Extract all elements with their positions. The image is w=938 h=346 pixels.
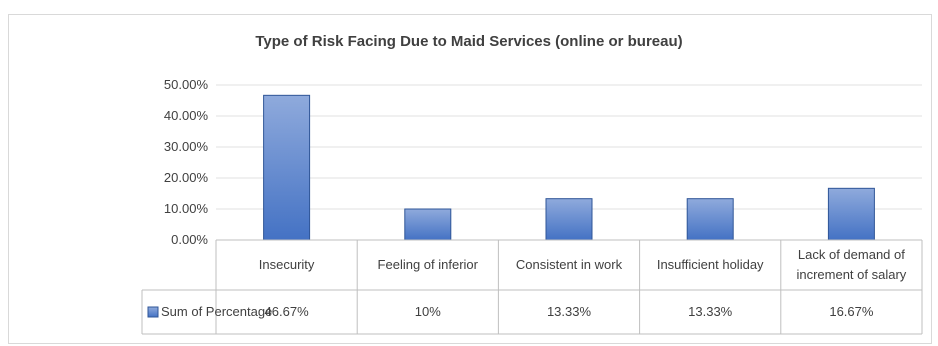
data-table-value: 46.67% [265, 304, 310, 319]
category-label: Feeling of inferior [377, 257, 478, 272]
y-tick-label: 10.00% [164, 201, 209, 216]
chart-title: Type of Risk Facing Due to Maid Services… [255, 33, 683, 50]
category-label: Insufficient holiday [656, 257, 764, 272]
category-label: Insecurity [258, 257, 315, 272]
y-tick-label: 0.00% [171, 232, 208, 247]
data-table-value: 13.33% [688, 304, 733, 319]
bar [404, 208, 452, 241]
category-label: Consistent in work [515, 257, 623, 272]
data-table-value: 16.67% [829, 304, 874, 319]
bar [545, 198, 593, 241]
data-table-value: 13.33% [547, 304, 592, 319]
chart-frame [8, 14, 932, 344]
y-tick-label: 20.00% [164, 170, 209, 185]
category-label: Lack of demand of increment of salary [796, 247, 907, 282]
y-tick-label: 30.00% [164, 139, 209, 154]
data-table-value: 10% [415, 304, 441, 319]
bar [827, 187, 875, 241]
y-tick-label: 50.00% [164, 77, 209, 92]
y-tick-label: 40.00% [164, 108, 209, 123]
bar [263, 94, 311, 241]
legend-series-name: Sum of Percentage [161, 304, 272, 319]
legend-key [147, 306, 159, 318]
bar [686, 198, 734, 241]
